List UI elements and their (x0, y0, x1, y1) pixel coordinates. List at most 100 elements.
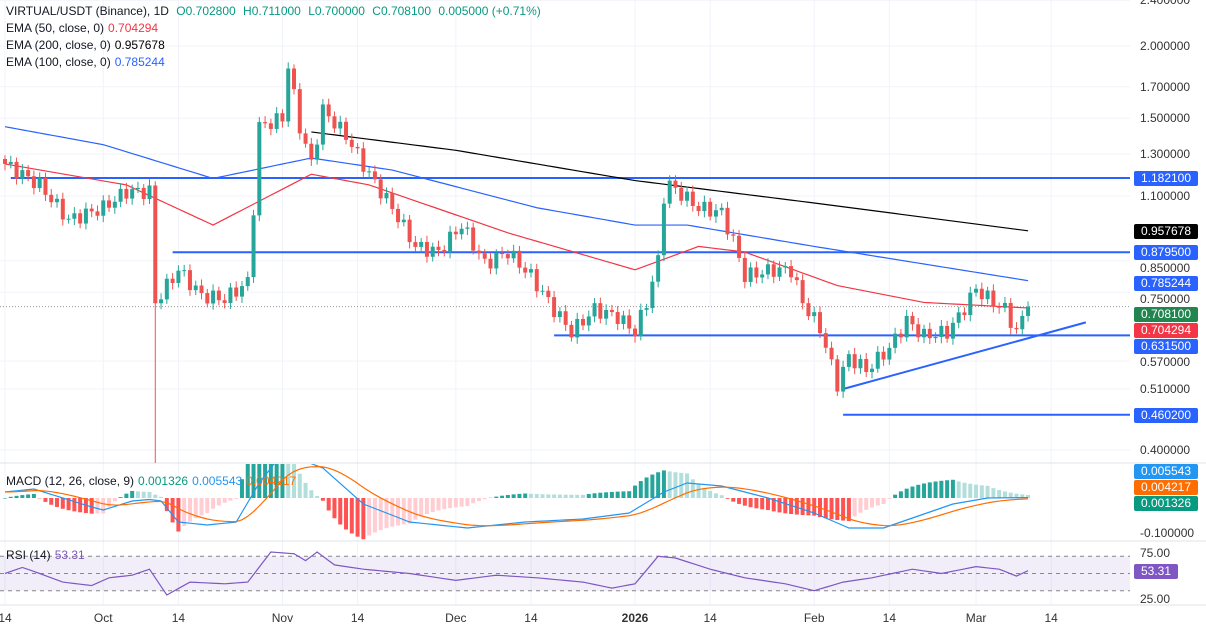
macd-label: MACD (12, 26, close, 9) (6, 474, 135, 488)
candle-body (112, 201, 117, 208)
macd-histogram-bar (482, 498, 487, 500)
macd-histogram-bar (725, 498, 730, 499)
macd-histogram-bar (164, 498, 169, 512)
date-tick-label: 14 (703, 611, 717, 625)
macd-histogram-bar (211, 498, 216, 509)
macd-histogram-bar (43, 498, 48, 502)
candle-body (465, 227, 470, 229)
candle-body (494, 252, 499, 269)
candle-body (78, 213, 83, 224)
candle-body (852, 354, 857, 369)
macd-histogram-bar (962, 482, 967, 498)
candle-body (89, 208, 94, 212)
macd-histogram-bar (320, 498, 325, 501)
macd-histogram-bar (633, 485, 638, 498)
date-tick-label: 14 (350, 611, 365, 625)
macd-histogram-bar (419, 498, 424, 517)
macd-histogram-bar (130, 490, 135, 498)
candle-body (1020, 315, 1025, 330)
macd-hist-value: 0.001326 (138, 474, 189, 488)
price-tick-label: 0.510000 (1140, 381, 1191, 396)
candle-body (37, 177, 42, 189)
candle-body (274, 113, 279, 129)
level-price-badge: 1.182100 (1134, 170, 1198, 186)
ema50-legend: EMA (50, close, 0) 0.704294 (6, 21, 158, 35)
candle-body (974, 288, 979, 293)
candle-body (893, 333, 898, 348)
macd-histogram-bar (702, 487, 707, 498)
macd-histogram-bar (852, 498, 857, 517)
macd-histogram-bar (997, 490, 1002, 498)
price-tick-label: 1.700000 (1140, 79, 1191, 94)
macd-histogram-bar (413, 498, 418, 520)
candle-body (55, 198, 60, 203)
date-tick-label: 14 (0, 611, 12, 625)
candle-body (292, 68, 296, 90)
macd-histogram-bar (239, 479, 244, 498)
candle-body (864, 358, 869, 373)
candle-body (199, 285, 204, 294)
candle-body (696, 205, 701, 212)
macd-histogram-bar (800, 498, 805, 515)
candle-body (985, 290, 990, 300)
macd-histogram-bar (448, 498, 453, 509)
candle-body (817, 312, 822, 334)
candle-body (690, 191, 695, 206)
candle-body (708, 201, 713, 217)
macd-histogram-bar (315, 496, 320, 498)
macd-histogram-bar (390, 498, 395, 527)
macd-histogram-bar (95, 498, 100, 514)
candle-body (14, 161, 19, 179)
candle-body (633, 328, 638, 337)
candle-body (638, 309, 643, 337)
ema100-value: 0.785244 (114, 55, 165, 69)
macd-histogram-bar (3, 498, 7, 499)
candle-body (540, 290, 545, 292)
candle-body (286, 68, 291, 122)
candle-body (436, 246, 441, 250)
macd-histogram-bar (598, 492, 603, 498)
macd-histogram-bar (765, 498, 770, 511)
ema200-value: 0.957678 (114, 38, 165, 52)
candle-body (898, 333, 903, 338)
candle-body (650, 281, 655, 309)
candle-body (962, 312, 967, 316)
macd-histogram-bar (1020, 494, 1025, 498)
macd-histogram-bar (760, 498, 765, 510)
candle-body (505, 254, 510, 259)
candle-body (760, 274, 765, 278)
macd-histogram-bar (234, 498, 239, 499)
candle-body (101, 200, 106, 216)
macd-histogram-bar (904, 488, 909, 498)
macd-histogram-bar (864, 498, 869, 510)
macd-histogram-bar (459, 498, 464, 507)
rsi-badge: 53.31 (1134, 563, 1178, 579)
candle-body (511, 250, 516, 259)
macd-histogram-bar (72, 498, 77, 512)
candle-body (459, 228, 464, 235)
macd-histogram-bar (985, 485, 990, 498)
candle-body (627, 315, 632, 329)
candle-body (604, 309, 609, 319)
candle-body (667, 180, 672, 204)
candle-body (251, 215, 256, 278)
candle-body (72, 213, 77, 219)
candle-body (754, 267, 759, 278)
candle-body (344, 121, 349, 140)
price-pane (0, 62, 1130, 463)
macd-histogram-bar (349, 498, 354, 534)
ema100-label: EMA (100, close, 0) (6, 55, 111, 69)
candle-body (66, 218, 71, 220)
level-price-badge: 0.879500 (1134, 245, 1198, 261)
macd-histogram-bar (586, 493, 591, 498)
candle-body (702, 201, 707, 212)
macd-histogram-bar (881, 498, 886, 505)
macd-histogram-bar (575, 494, 580, 498)
candle-body (823, 333, 828, 348)
candle-body (164, 278, 169, 300)
candle-body (517, 250, 522, 268)
macd-histogram-bar (274, 464, 279, 498)
candle-body (812, 312, 817, 317)
